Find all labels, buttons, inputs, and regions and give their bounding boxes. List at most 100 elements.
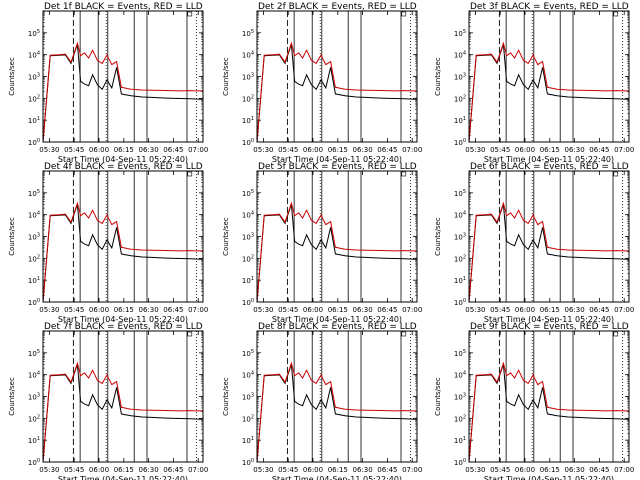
y-tick-exponent: 0 bbox=[37, 138, 40, 144]
x-tick-label: 05:30 bbox=[465, 146, 485, 154]
y-tick-label: 103 bbox=[454, 393, 466, 402]
chart-title: Det 2f BLACK = Events, RED = LLD bbox=[258, 2, 417, 12]
y-tick-exponent: 0 bbox=[37, 458, 40, 464]
y-tick-label: 102 bbox=[454, 254, 466, 263]
x-tick-label: 05:30 bbox=[253, 146, 273, 154]
y-tick-exponent: 3 bbox=[37, 393, 40, 399]
y-tick-exponent: 5 bbox=[37, 29, 40, 35]
y-tick-exponent: 4 bbox=[37, 211, 40, 217]
corner-marker bbox=[613, 11, 619, 17]
x-tick-label: 05:45 bbox=[64, 306, 84, 314]
y-axis-label: Counts/sec bbox=[222, 217, 230, 256]
corner-marker bbox=[187, 331, 193, 337]
y-tick-label: 101 bbox=[454, 436, 466, 445]
y-tick-exponent: 1 bbox=[251, 276, 254, 282]
x-tick-label: 05:45 bbox=[64, 466, 84, 474]
y-tick-exponent: 2 bbox=[251, 254, 254, 260]
y-tick-exponent: 1 bbox=[463, 276, 466, 282]
x-tick-label: 05:30 bbox=[253, 466, 273, 474]
y-tick-exponent: 2 bbox=[463, 254, 466, 260]
y-tick-exponent: 0 bbox=[251, 298, 254, 304]
plot-frame bbox=[256, 170, 418, 303]
y-tick-label: 104 bbox=[242, 371, 254, 380]
y-tick-label: 105 bbox=[28, 29, 40, 38]
y-tick-label: 104 bbox=[242, 211, 254, 220]
x-axis-label: Start Time (04-Sep-11 05:22:40) bbox=[484, 155, 614, 164]
x-axis-label: Start Time (04-Sep-11 05:22:40) bbox=[58, 315, 188, 324]
x-tick-label: 06:00 bbox=[89, 306, 109, 314]
x-tick-label: 06:00 bbox=[303, 466, 323, 474]
y-tick-exponent: 4 bbox=[37, 371, 40, 377]
x-tick-label: 07:00 bbox=[402, 146, 422, 154]
x-tick-label: 06:15 bbox=[540, 306, 560, 314]
x-tick-label: 06:00 bbox=[515, 466, 535, 474]
y-tick-label: 105 bbox=[242, 189, 254, 198]
y-tick-exponent: 0 bbox=[251, 458, 254, 464]
corner-marker bbox=[613, 171, 619, 177]
y-tick-label: 105 bbox=[28, 349, 40, 358]
x-tick-label: 06:45 bbox=[377, 146, 397, 154]
y-tick-exponent: 0 bbox=[251, 138, 254, 144]
y-tick-label: 103 bbox=[28, 233, 40, 242]
x-tick-label: 05:45 bbox=[278, 146, 298, 154]
y-tick-label: 104 bbox=[454, 211, 466, 220]
y-tick-label: 103 bbox=[242, 393, 254, 402]
y-tick-label: 105 bbox=[28, 189, 40, 198]
plot-frame bbox=[42, 170, 204, 303]
chart-panel-9: Det 9f BLACK = Events, RED = LLD Counts/s… bbox=[434, 322, 634, 480]
y-tick-exponent: 0 bbox=[463, 458, 466, 464]
y-tick-exponent: 2 bbox=[463, 414, 466, 420]
y-tick-exponent: 2 bbox=[37, 414, 40, 420]
y-tick-exponent: 0 bbox=[37, 298, 40, 304]
y-tick-exponent: 3 bbox=[463, 73, 466, 79]
y-tick-exponent: 5 bbox=[463, 29, 466, 35]
y-tick-exponent: 1 bbox=[37, 276, 40, 282]
y-tick-exponent: 2 bbox=[251, 94, 254, 100]
y-tick-label: 105 bbox=[454, 349, 466, 358]
y-axis-label: Counts/sec bbox=[8, 377, 16, 416]
y-tick-label: 102 bbox=[454, 414, 466, 423]
corner-marker bbox=[401, 171, 407, 177]
chart-title: Det 4f BLACK = Events, RED = LLD bbox=[44, 162, 203, 172]
corner-marker bbox=[187, 11, 193, 17]
y-tick-label: 105 bbox=[454, 29, 466, 38]
y-tick-label: 100 bbox=[454, 458, 466, 467]
y-tick-label: 101 bbox=[28, 116, 40, 125]
x-tick-label: 07:00 bbox=[402, 306, 422, 314]
y-axis-label: Counts/sec bbox=[222, 57, 230, 96]
y-tick-label: 101 bbox=[242, 116, 254, 125]
x-axis-label: Start Time (04-Sep-11 05:22:40) bbox=[272, 475, 402, 480]
x-tick-label: 05:45 bbox=[278, 466, 298, 474]
lld-series-line bbox=[256, 361, 417, 463]
y-tick-label: 102 bbox=[28, 254, 40, 263]
y-tick-label: 101 bbox=[454, 116, 466, 125]
y-tick-label: 102 bbox=[242, 414, 254, 423]
x-tick-label: 06:45 bbox=[163, 306, 183, 314]
x-tick-label: 05:30 bbox=[465, 306, 485, 314]
lld-series-line bbox=[256, 201, 417, 303]
chart-title: Det 3f BLACK = Events, RED = LLD bbox=[470, 2, 629, 12]
x-tick-label: 06:45 bbox=[163, 466, 183, 474]
x-tick-label: 06:30 bbox=[139, 466, 159, 474]
x-tick-label: 06:30 bbox=[565, 306, 585, 314]
x-axis-label: Start Time (04-Sep-11 05:22:40) bbox=[484, 475, 614, 480]
y-tick-label: 102 bbox=[242, 254, 254, 263]
x-tick-label: 06:45 bbox=[377, 466, 397, 474]
y-tick-exponent: 1 bbox=[37, 436, 40, 442]
x-tick-label: 06:15 bbox=[328, 146, 348, 154]
y-tick-exponent: 3 bbox=[463, 393, 466, 399]
chart-title: Det 9f BLACK = Events, RED = LLD bbox=[470, 322, 629, 332]
y-tick-label: 101 bbox=[242, 436, 254, 445]
y-axis-label: Counts/sec bbox=[8, 57, 16, 96]
plot-frame bbox=[256, 330, 418, 463]
y-tick-exponent: 4 bbox=[251, 371, 254, 377]
y-tick-label: 100 bbox=[242, 298, 254, 307]
y-tick-label: 100 bbox=[28, 458, 40, 467]
x-tick-label: 06:30 bbox=[139, 146, 159, 154]
lld-series-line bbox=[468, 361, 629, 463]
y-tick-label: 104 bbox=[242, 51, 254, 60]
y-tick-exponent: 3 bbox=[463, 233, 466, 239]
x-tick-label: 05:30 bbox=[253, 306, 273, 314]
x-tick-label: 05:45 bbox=[490, 306, 510, 314]
x-tick-label: 06:15 bbox=[540, 146, 560, 154]
